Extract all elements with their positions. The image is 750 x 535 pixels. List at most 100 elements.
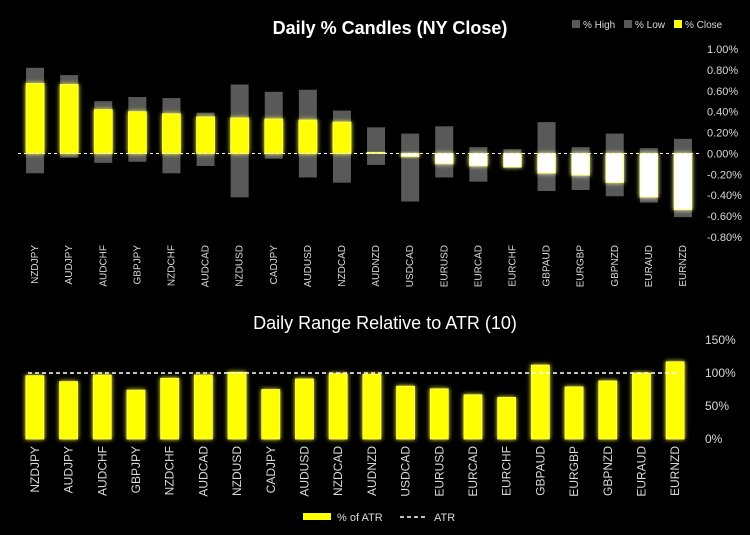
candles-x-label: USDCAD (405, 245, 416, 287)
candles-x-label: EURAUD (644, 245, 655, 287)
atr-bar-audjpy (59, 381, 78, 440)
close-bar-audusd (298, 119, 318, 154)
atr-x-label: NZDCHF (163, 446, 177, 495)
candles-x-label: NZDUSD (235, 245, 246, 287)
candles-x-label: EURGBP (576, 245, 587, 288)
range-bar-audnzd (367, 127, 386, 165)
atr-bar-euraud (632, 372, 651, 440)
legend-high-swatch (572, 20, 580, 28)
atr-x-label: GBPAUD (533, 446, 547, 496)
candles-y-tick: 0.00% (707, 148, 738, 160)
atr-bar-gbpaud (530, 364, 550, 440)
close-bar-gbpaud (537, 153, 556, 174)
candles-y-tick: 0.20% (707, 128, 738, 140)
atr-bar-eurchf (497, 397, 517, 440)
atr-bar-gbpjpy (126, 389, 146, 440)
atr-x-label: AUDJPY (62, 446, 76, 493)
atr-bar-eurgbp (564, 386, 584, 440)
candles-x-label: NZDCAD (337, 245, 348, 287)
atr-y-tick: 150% (705, 333, 736, 347)
candles-y-tick: 1.00% (707, 44, 738, 56)
legend-atr-label: ATR (434, 512, 455, 524)
atr-bar-cadjpy (261, 389, 281, 440)
legend-close-swatch (674, 20, 682, 28)
atr-bar-audcad (193, 374, 213, 440)
atr-plot (25, 361, 685, 440)
close-bar-cadjpy (264, 118, 284, 154)
candles-x-label: AUDCHF (98, 245, 109, 287)
atr-x-label: NZDCAD (331, 446, 345, 496)
atr-x-label: AUDCAD (196, 446, 210, 497)
close-bar-eurusd (434, 153, 454, 165)
close-bar-eurchf (503, 153, 522, 168)
atr-x-label: AUDNZD (365, 446, 379, 496)
atr-x-label: GBPJPY (129, 446, 143, 493)
candles-x-label: AUDJPY (64, 245, 75, 285)
atr-x-label: AUDUSD (297, 446, 311, 497)
candles-y-tick: -0.80% (707, 232, 742, 244)
legend-high-label: % High (583, 20, 615, 31)
candles-title: Daily % Candles (NY Close) (273, 18, 508, 38)
close-bar-nzdchf (162, 113, 181, 154)
legend-low-label: % Low (635, 20, 666, 31)
atr-x-label: NZDJPY (28, 446, 42, 493)
candles-y-tick: 0.60% (707, 86, 738, 98)
atr-x-label: EURGBP (567, 446, 581, 497)
atr-x-label: EURNZD (668, 446, 682, 496)
legend-pct-atr-swatch (303, 513, 331, 520)
candles-x-label: NZDJPY (30, 245, 41, 284)
close-bar-audchf (93, 109, 113, 154)
atr-bar-audnzd (362, 373, 382, 440)
candles-x-axis: NZDJPY AUDJPY AUDCHF GBPJPY NZDCHF AUDCAD NZDU… (30, 245, 689, 288)
atr-x-label: EURAUD (634, 446, 648, 497)
atr-x-label: GBPNZD (601, 446, 615, 496)
close-bar-eurcad (469, 153, 488, 167)
atr-bar-nzdusd (227, 371, 247, 440)
atr-y-tick: 50% (705, 399, 729, 413)
atr-x-label: EURUSD (432, 446, 446, 497)
atr-bar-usdcad (396, 385, 415, 440)
range-bar-eurusd (435, 126, 454, 178)
candles-y-tick: -0.60% (707, 211, 742, 223)
candles-x-label: GBPAUD (542, 245, 553, 287)
atr-bar-nzdchf (160, 377, 180, 440)
atr-y-axis: 150% 100% 50% 0% (705, 333, 736, 446)
atr-title: Daily Range Relative to ATR (10) (253, 313, 517, 333)
atr-x-label: USDCAD (399, 446, 413, 497)
close-bar-eurnzd (673, 153, 693, 211)
candles-x-label: NZDCHF (166, 245, 177, 286)
atr-bar-eurusd (429, 388, 449, 440)
close-bar-euraud (639, 153, 659, 198)
close-bar-gbpnzd (605, 153, 625, 183)
legend-pct-atr-label: % of ATR (337, 512, 383, 524)
atr-x-label: NZDUSD (230, 446, 244, 496)
candles-x-label: EURCHF (507, 245, 518, 287)
close-bar-nzdcad (332, 121, 352, 154)
range-bar-usdcad (401, 133, 420, 202)
candles-y-tick: -0.40% (707, 190, 742, 202)
candles-y-tick: -0.20% (707, 169, 742, 181)
atr-x-label: EURCAD (466, 446, 480, 497)
atr-x-label: AUDCHF (95, 446, 109, 496)
close-bar-audnzd (366, 151, 386, 154)
close-bar-audjpy (59, 84, 79, 154)
candles-y-tick: 0.40% (707, 107, 738, 119)
atr-bar-audusd (295, 378, 314, 440)
atr-legend: % of ATR ATR (303, 512, 455, 524)
atr-x-axis: NZDJPY AUDJPY AUDCHF GBPJPY NZDCHF AUDCAD NZDU… (28, 446, 682, 497)
candles-x-label: EURNZD (678, 245, 689, 287)
atr-x-label: CADJPY (264, 446, 278, 493)
candles-x-label: CADJPY (269, 245, 280, 285)
candles-x-label: AUDUSD (303, 245, 314, 287)
candles-y-axis: 1.00% 0.80% 0.60% 0.40% 0.20% 0.00% -0.20% -0.4… (707, 44, 742, 244)
candles-x-label: EURCAD (473, 245, 484, 287)
candles-x-label: AUDNZD (371, 245, 382, 287)
atr-bar-gbpnzd (598, 380, 618, 440)
atr-y-tick: 0% (705, 432, 723, 446)
candles-y-tick: 0.80% (707, 65, 738, 77)
legend-close-label: % Close (685, 20, 723, 31)
candles-plot (18, 67, 700, 218)
candles-legend: % High % Low % Close (572, 20, 723, 31)
